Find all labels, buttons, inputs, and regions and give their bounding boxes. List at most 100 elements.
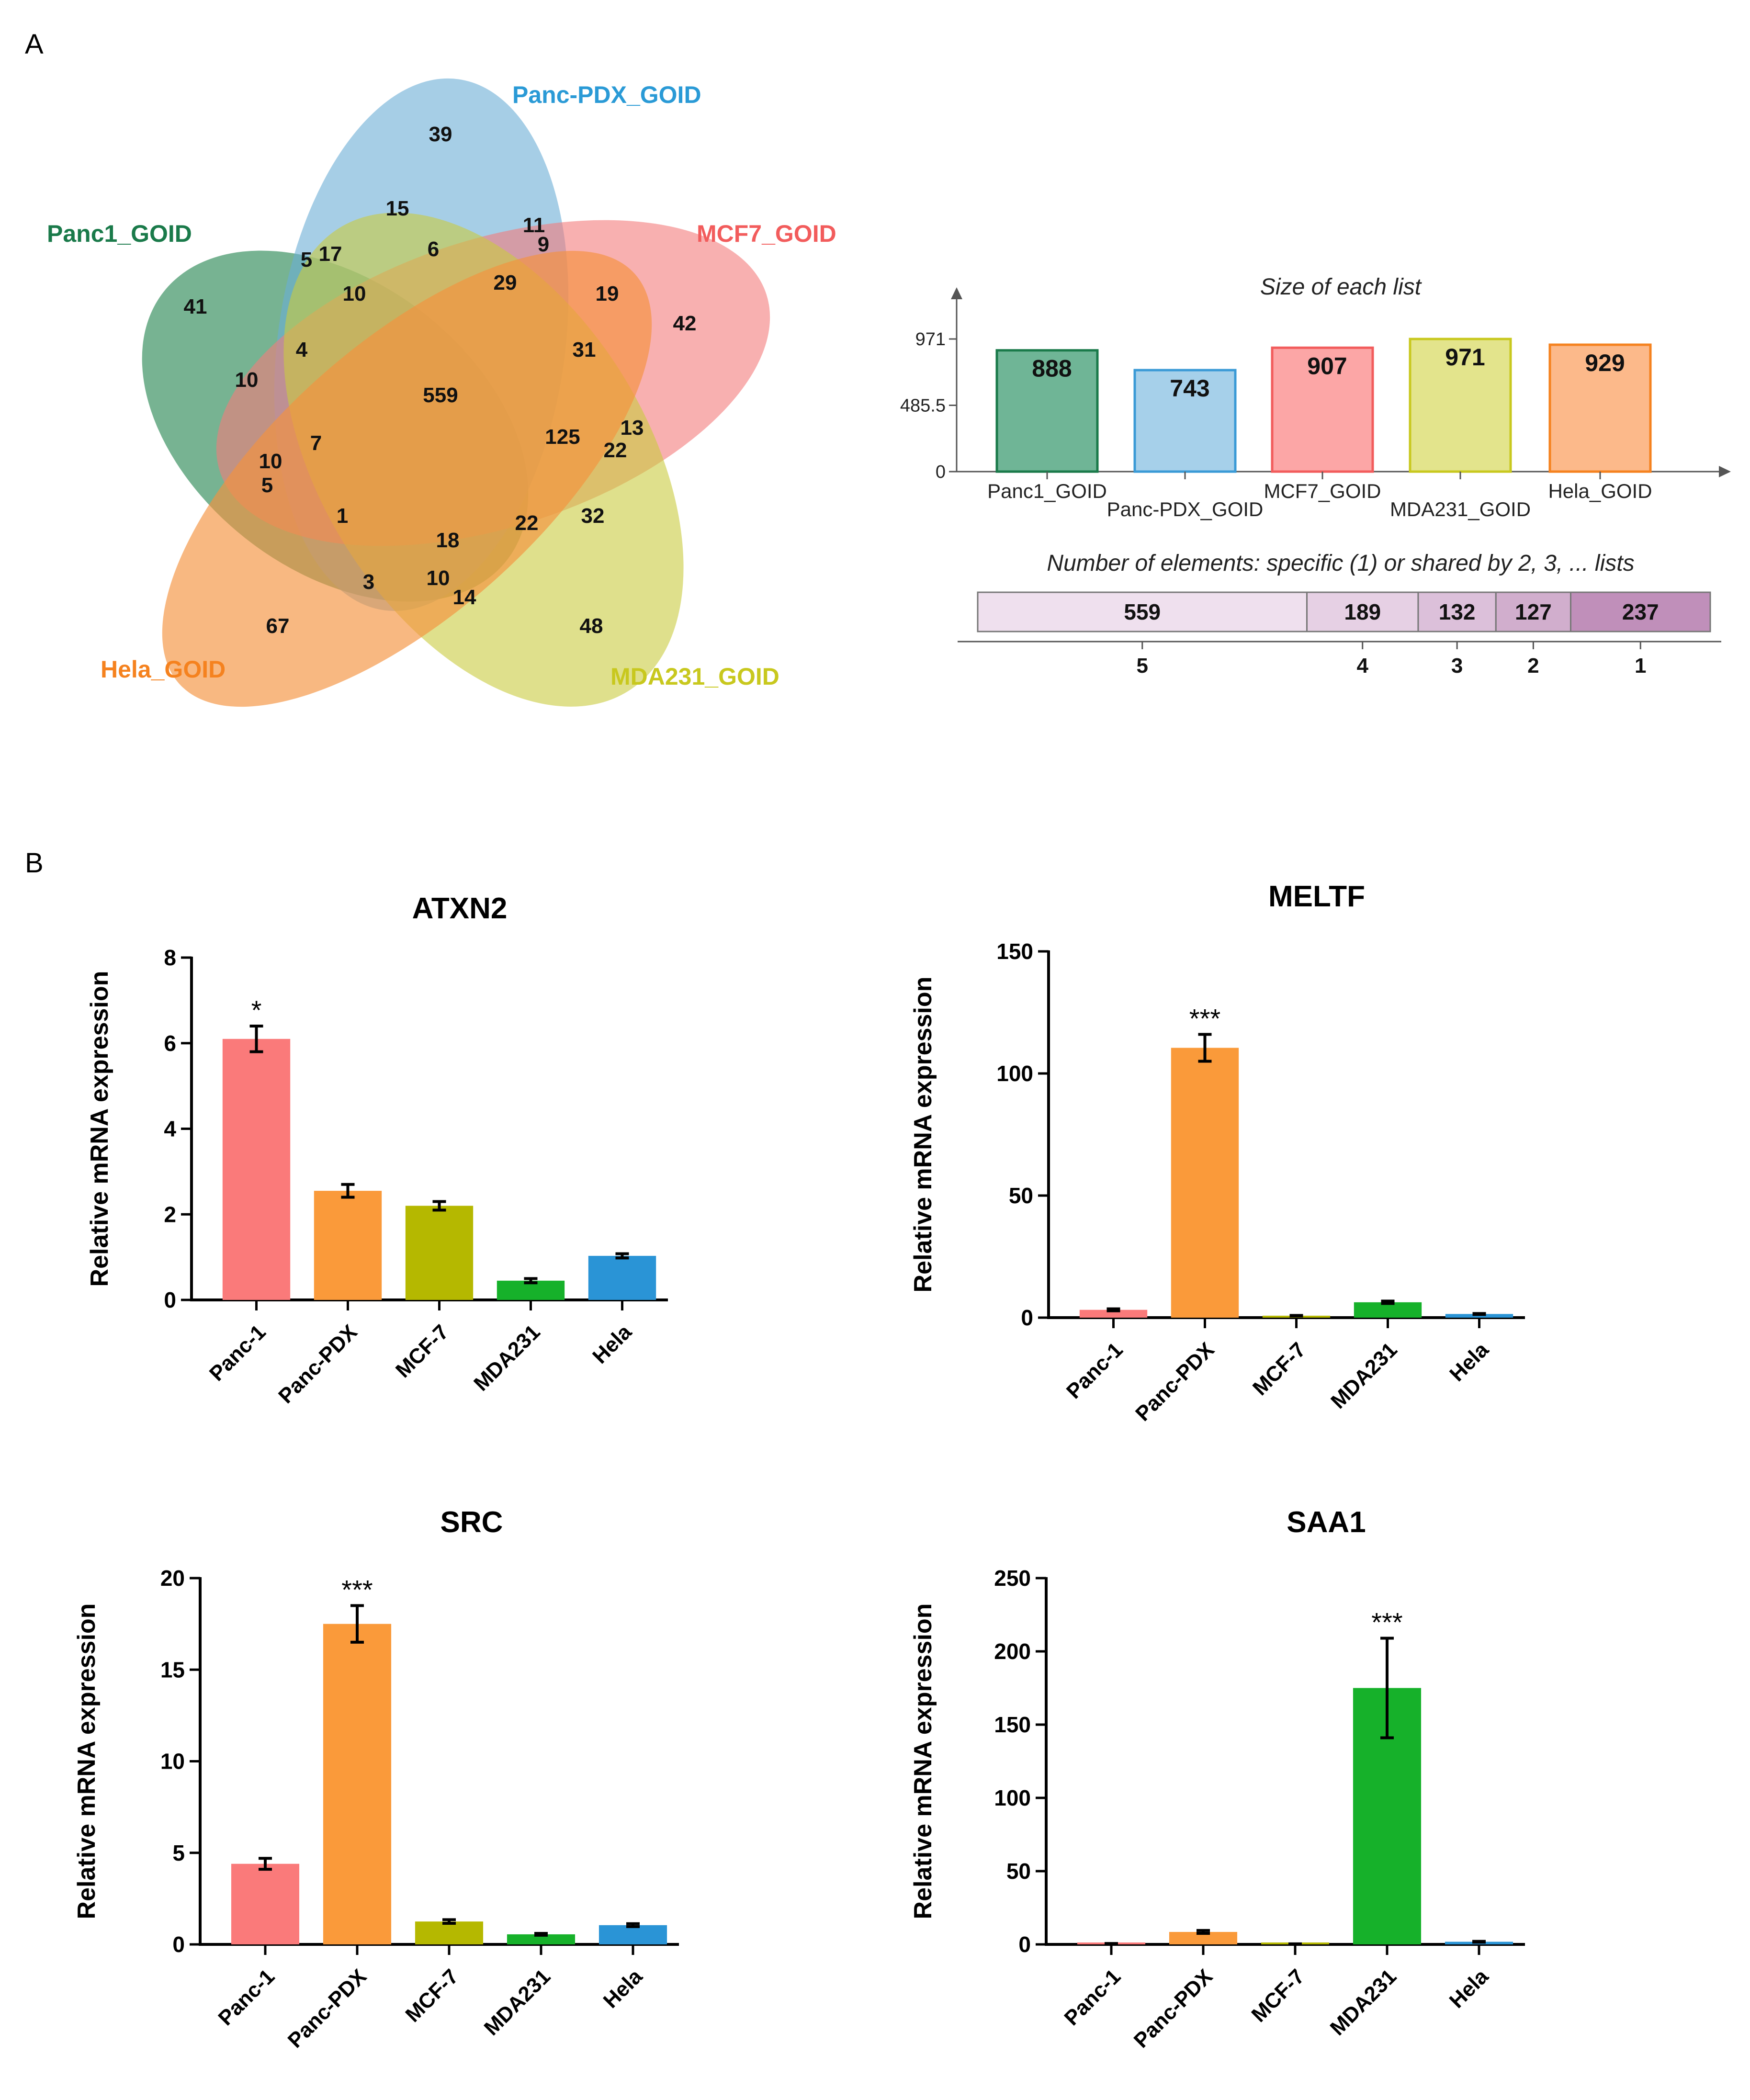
size-bar — [1133, 369, 1237, 473]
shared-segment-label: 4 — [1356, 654, 1368, 677]
chart-y-tick-label: 8 — [164, 945, 176, 970]
venn-region-count: 10 — [427, 566, 450, 590]
shared-segment-value: 132 — [1439, 599, 1476, 624]
shared-elements-chart: Number of elements: specific (1) or shar… — [958, 551, 1721, 677]
venn-label-mcf7: MCF7_GOID — [697, 220, 836, 247]
size-of-each-list-chart: Size of each list 971 485.5 0 888 Panc1_GOI… — [900, 274, 1731, 520]
size-bar — [1409, 338, 1512, 473]
size-chart-tick-label: 971 — [915, 329, 946, 350]
venn-region-count: 10 — [235, 368, 259, 392]
chart-y-tick-label: 0 — [1018, 1932, 1031, 1957]
venn-label-hela: Hela_GOID — [101, 656, 226, 683]
shared-segment — [1570, 591, 1711, 632]
size-chart-tick-label: 485.5 — [900, 396, 946, 416]
chart-title: MELTF — [1268, 880, 1365, 913]
chart-significance-marker: *** — [341, 1574, 373, 1604]
size-bar-label: MDA231_GOID — [1390, 498, 1531, 520]
chart-significance-marker: *** — [1371, 1607, 1402, 1637]
venn-region-count: 48 — [580, 614, 603, 638]
chart-y-tick-label: 200 — [994, 1639, 1031, 1664]
chart-bar — [405, 1206, 474, 1300]
chart-bar — [1079, 1310, 1148, 1318]
venn-region-count: 6 — [428, 237, 439, 261]
shared-segment-value: 237 — [1622, 599, 1659, 624]
venn-region-count: 3 — [363, 570, 374, 594]
shared-segment-value: 127 — [1515, 599, 1552, 624]
shared-chart-title: Number of elements: specific (1) or shar… — [1047, 551, 1634, 576]
shared-segment-label: 5 — [1137, 654, 1148, 677]
size-chart-x-arrow — [1719, 466, 1731, 477]
shared-segment — [1495, 591, 1572, 632]
chart-y-tick-label: 4 — [164, 1117, 176, 1141]
shared-segment-label: 2 — [1527, 654, 1539, 677]
size-bar-label: Panc1_GOID — [987, 480, 1107, 502]
chart-bar — [222, 1039, 291, 1300]
venn-region-count: 22 — [515, 511, 539, 535]
chart-y-tick-label: 250 — [994, 1566, 1031, 1591]
chart-y-axis-label: Relative mRNA expression — [909, 977, 937, 1293]
chart-y-tick-label: 10 — [160, 1749, 185, 1774]
size-bar-label: Panc-PDX_GOID — [1107, 498, 1264, 520]
venn-region-count: 5 — [301, 248, 312, 271]
chart-bar — [231, 1863, 300, 1944]
chart-bar — [415, 1921, 484, 1944]
chart-bar — [588, 1255, 656, 1300]
shared-segment-label: 3 — [1451, 654, 1463, 677]
size-bar-value: 907 — [1307, 352, 1347, 379]
venn-region-count: 4 — [296, 338, 308, 361]
venn-region-count: 11 — [523, 214, 545, 237]
chart-y-tick-label: 150 — [994, 1712, 1031, 1737]
venn-region-count: 10 — [259, 450, 282, 473]
shared-segments: 559 5 189 4 132 3 127 2 237 1 — [977, 591, 1711, 677]
venn-label-panc-pdx: Panc-PDX_GOID — [512, 81, 701, 108]
chart-significance-marker: * — [251, 995, 262, 1025]
chart-bar — [314, 1191, 382, 1300]
size-chart-ticks: 971 485.5 0 — [900, 329, 957, 482]
size-bar-value: 929 — [1585, 350, 1625, 376]
venn-ellipse-hela — [162, 250, 652, 707]
venn-region-count: 17 — [319, 242, 342, 266]
venn-region-count: 39 — [429, 123, 452, 146]
chart-bar — [598, 1925, 667, 1944]
chart-title: SRC — [440, 1506, 503, 1539]
size-bar-value: 971 — [1445, 344, 1485, 371]
venn-region-count: 14 — [453, 586, 476, 609]
venn-region-count: 67 — [266, 614, 290, 638]
size-bar-value: 743 — [1170, 375, 1209, 402]
size-bar-label: MCF7_GOID — [1264, 480, 1381, 502]
chart-y-tick-label: 6 — [164, 1031, 176, 1056]
shared-segment — [1306, 591, 1419, 632]
venn-region-count: 32 — [581, 504, 605, 528]
chart-y-axis-label: Relative mRNA expression — [86, 971, 113, 1287]
venn-region-count: 42 — [673, 312, 697, 335]
size-bar-label: Hela_GOID — [1548, 480, 1652, 502]
chart-significance-marker: *** — [1189, 1003, 1220, 1033]
chart-y-tick-label: 100 — [994, 1785, 1031, 1810]
chart-y-tick-label: 50 — [1009, 1183, 1033, 1208]
size-chart-y-arrow — [951, 287, 962, 299]
venn-label-mda231: MDA231_GOID — [610, 663, 779, 690]
chart-y-tick-label: 50 — [1006, 1859, 1031, 1884]
venn-region-count: 125 — [545, 425, 580, 449]
chart-y-tick-label: 0 — [164, 1287, 176, 1312]
chart-y-tick-label: 20 — [160, 1566, 185, 1591]
chart-bar — [507, 1934, 576, 1944]
venn-region-count: 19 — [596, 282, 619, 305]
venn-region-count: 10 — [343, 282, 366, 305]
size-chart-title: Size of each list — [1260, 274, 1422, 300]
chart-y-tick-label: 2 — [164, 1202, 176, 1227]
chart-bar — [1171, 1048, 1239, 1318]
venn-region-count: 5 — [261, 474, 273, 497]
venn-region-count: 29 — [494, 271, 517, 294]
shared-segment — [1417, 591, 1497, 632]
chart-y-tick-label: 100 — [996, 1061, 1033, 1086]
venn-diagram: Panc1_GOID Panc-PDX_GOID MCF7_GOID MDA23… — [47, 78, 836, 707]
venn-region-count: 18 — [436, 529, 460, 552]
venn-region-count: 41 — [184, 295, 207, 318]
panel-label-a: A — [25, 29, 44, 60]
chart-y-tick-label: 5 — [172, 1840, 185, 1865]
chart-y-tick-label: 0 — [172, 1932, 185, 1957]
panel-label-b: B — [25, 847, 44, 879]
